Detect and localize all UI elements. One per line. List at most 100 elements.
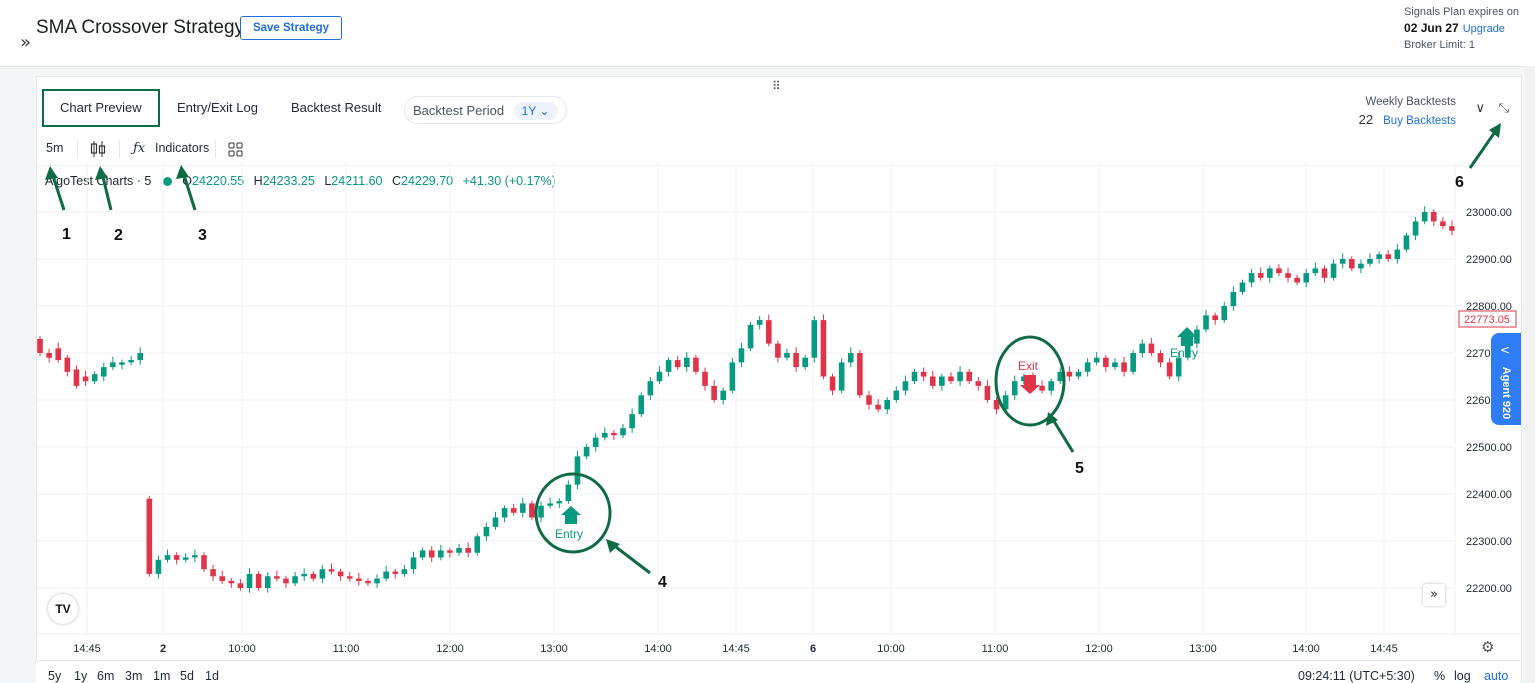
range-5d[interactable]: 5d (180, 669, 194, 683)
candle (1376, 251, 1382, 264)
buy-backtests-link[interactable]: Buy Backtests (1383, 115, 1456, 127)
candle (638, 392, 645, 417)
expand-sidebar-icon[interactable]: » (20, 32, 32, 53)
candle (620, 423, 626, 439)
function-icon[interactable]: ƒx (133, 141, 146, 156)
time-tick-label: 10:00 (228, 643, 256, 655)
candle (939, 373, 945, 391)
candle (310, 571, 317, 582)
range-1m[interactable]: 1m (153, 669, 171, 683)
candle (365, 578, 371, 587)
exit-marker: Exit (1018, 359, 1040, 394)
candle (1430, 209, 1437, 227)
candle (319, 564, 326, 584)
candle (1312, 262, 1319, 276)
candle (592, 433, 599, 452)
annotation-arrowheads (45, 123, 1501, 553)
tab-chart-preview[interactable]: Chart Preview (42, 89, 160, 127)
entry-marker-label: Entry (555, 527, 583, 541)
candle-type-icon[interactable] (90, 140, 106, 158)
candle (173, 552, 180, 565)
range-6m[interactable]: 6m (97, 669, 115, 683)
candles (37, 206, 1455, 593)
candle (1057, 367, 1064, 385)
percent-toggle[interactable]: % (1434, 669, 1446, 683)
indicators-button[interactable]: Indicators (155, 141, 210, 155)
status-dot-icon (163, 177, 173, 187)
page-scrollbar[interactable] (1525, 66, 1535, 682)
price-axis: 23000.0022900.0022800.0022700.0022600.00… (1454, 166, 1512, 634)
candle (301, 568, 307, 581)
candle (1385, 250, 1392, 262)
auto-toggle[interactable]: auto (1484, 669, 1509, 683)
tab-backtest-result[interactable]: Backtest Result (291, 100, 382, 115)
entry-arrow-icon (561, 506, 581, 524)
candle (419, 547, 426, 561)
candle (1075, 368, 1082, 380)
candle (1276, 264, 1282, 276)
layout-grid-icon[interactable] (228, 142, 244, 158)
log-toggle[interactable]: log (1454, 669, 1471, 683)
candle (529, 500, 535, 521)
candle (920, 367, 927, 382)
candle (119, 359, 125, 370)
low-value: 24211.60 (331, 174, 383, 188)
price-tick-label: 22500.00 (1466, 442, 1512, 454)
tradingview-logo[interactable]: TV (48, 594, 78, 624)
time-tick-label: 14:45 (1370, 643, 1398, 655)
candle (1321, 265, 1328, 283)
entry-arrow-icon (1177, 327, 1197, 346)
candle (401, 564, 408, 577)
candle (192, 549, 198, 563)
candle (611, 430, 617, 440)
range-5y[interactable]: 5y (48, 669, 62, 683)
candle (674, 355, 681, 370)
candle (1121, 356, 1127, 377)
candle (829, 373, 836, 396)
drag-handle-icon[interactable]: ⠿ (772, 79, 782, 93)
backtest-period-select[interactable]: Backtest Period 1Y ⌄ (404, 96, 567, 124)
candle (911, 368, 918, 385)
annotation-arrow-5 (1050, 417, 1075, 453)
upgrade-link[interactable]: Upgrade (1462, 23, 1505, 35)
settings-gear-icon[interactable]: ⚙ (1481, 638, 1495, 656)
scroll-to-latest-icon[interactable]: » (1423, 584, 1445, 606)
exit-fullscreen-icon[interactable]: ⤡ (1498, 101, 1509, 116)
annotation-circle-5 (994, 335, 1066, 427)
candle (82, 370, 89, 386)
candle (474, 533, 481, 556)
candle (292, 572, 298, 587)
annotation-circle-4 (534, 472, 612, 554)
candle (574, 450, 581, 490)
agent-tab[interactable]: < Agent 920 (1491, 333, 1521, 425)
candle (219, 570, 225, 584)
entry-marker-1: Entry (555, 506, 583, 541)
save-strategy-button[interactable]: Save Strategy (240, 16, 342, 40)
candle (1139, 339, 1146, 358)
candle (501, 505, 508, 523)
time-tick-label: 2 (160, 643, 166, 655)
tab-entry-exit-log[interactable]: Entry/Exit Log (177, 100, 258, 115)
close-value: 24229.70 (401, 174, 454, 188)
candle (428, 546, 435, 563)
range-1y[interactable]: 1y (74, 669, 88, 683)
collapse-chevron-icon[interactable]: ∨ (1475, 101, 1485, 116)
range-1d[interactable]: 1d (205, 669, 219, 683)
toolbar-divider (119, 140, 120, 158)
interval-button[interactable]: 5m (46, 141, 64, 155)
candle (902, 375, 909, 396)
price-tick-label: 22300.00 (1466, 536, 1512, 548)
candle (1303, 268, 1310, 288)
annotation-numbers: 1 2 3 4 5 6 (62, 174, 1464, 591)
candle (1148, 337, 1155, 356)
candle (793, 347, 799, 372)
candle (656, 366, 663, 385)
candle (538, 501, 544, 523)
candle (1011, 375, 1018, 400)
candle (857, 350, 863, 399)
top-bar: » SMA Crossover Strategy Save Strategy S… (0, 0, 1535, 67)
range-3m[interactable]: 3m (125, 669, 143, 683)
exit-arrow-icon (1020, 375, 1040, 394)
candle (520, 497, 526, 518)
